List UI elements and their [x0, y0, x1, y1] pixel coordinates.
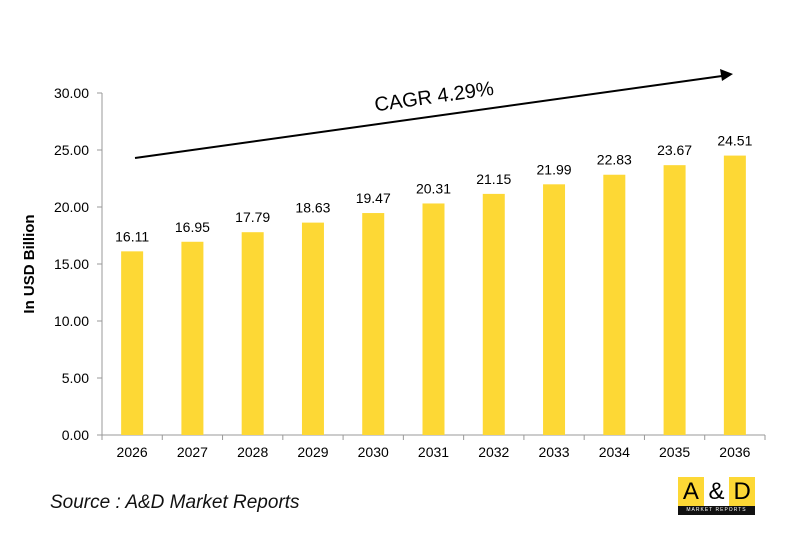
data-label: 22.83 — [597, 152, 632, 168]
logo-letter: A — [678, 477, 704, 506]
x-tick-label: 2031 — [418, 444, 449, 460]
x-tick-label: 2027 — [177, 444, 208, 460]
logo-letter: D — [729, 477, 756, 506]
y-tick-label: 30.00 — [54, 85, 89, 101]
bar-2035 — [663, 165, 686, 436]
bar-2031 — [422, 203, 445, 435]
data-label: 18.63 — [295, 200, 330, 216]
x-tick-label: 2032 — [478, 444, 509, 460]
data-label: 16.95 — [175, 219, 210, 235]
y-tick-label: 0.00 — [62, 427, 89, 443]
y-tick-label: 25.00 — [54, 142, 89, 158]
cagr-arrow — [134, 75, 723, 159]
data-label: 19.47 — [356, 190, 391, 206]
bar-2028 — [241, 232, 264, 435]
bar-2033 — [543, 184, 566, 435]
x-tick-label: 2026 — [117, 444, 148, 460]
y-tick-label: 20.00 — [54, 199, 89, 215]
x-tick-label: 2034 — [599, 444, 630, 460]
x-tick-label: 2033 — [538, 444, 569, 460]
x-tick-label: 2028 — [237, 444, 268, 460]
data-label: 21.99 — [537, 161, 572, 177]
bar-2032 — [482, 193, 505, 435]
bar-2026 — [121, 251, 144, 435]
y-tick-label: 15.00 — [54, 256, 89, 272]
bar-2030 — [362, 213, 385, 435]
data-label: 24.51 — [717, 133, 752, 149]
cagr-arrowhead — [720, 69, 733, 81]
y-tick-label: 10.00 — [54, 313, 89, 329]
data-label: 23.67 — [657, 142, 692, 158]
x-tick-label: 2029 — [297, 444, 328, 460]
x-tick-label: 2030 — [358, 444, 389, 460]
logo-subtitle: MARKET REPORTS — [678, 506, 755, 515]
source-note: Source : A&D Market Reports — [50, 492, 300, 513]
data-label: 16.11 — [115, 228, 149, 244]
y-axis-label: In USD Billion — [21, 214, 38, 313]
bar-2034 — [603, 174, 626, 435]
bar-2036 — [723, 155, 746, 435]
logo-letter: & — [703, 477, 730, 506]
x-tick-label: 2035 — [659, 444, 690, 460]
data-label: 21.15 — [476, 171, 511, 187]
y-tick-label: 5.00 — [62, 370, 89, 386]
data-label: 20.31 — [416, 180, 451, 196]
bar-2027 — [181, 241, 204, 435]
bar-2029 — [301, 222, 324, 435]
company-logo: A & D MARKET REPORTS — [678, 477, 756, 515]
x-tick-label: 2036 — [719, 444, 750, 460]
data-label: 17.79 — [235, 209, 270, 225]
